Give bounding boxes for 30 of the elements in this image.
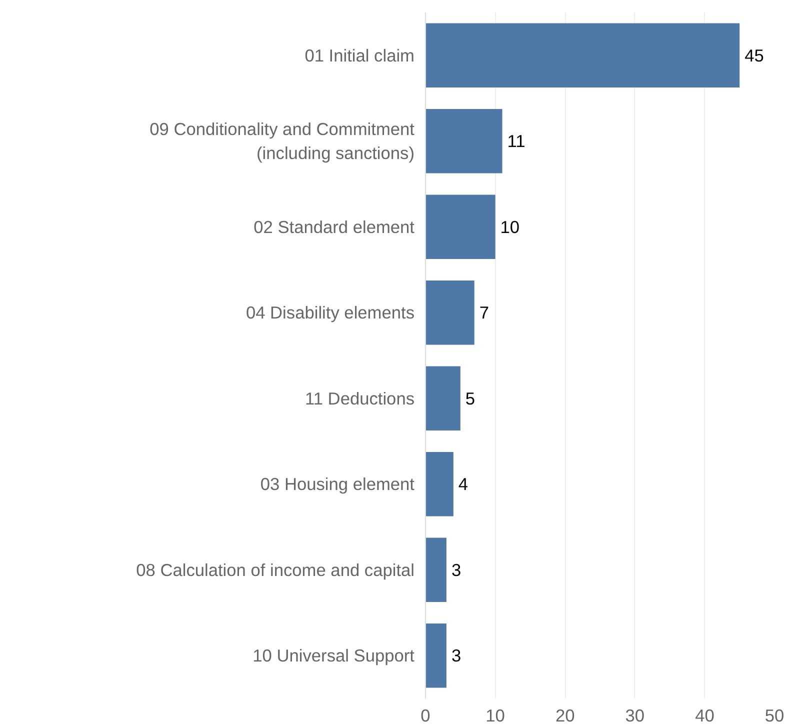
y-tick-label: 09 Conditionality and Commitment (including sanctions) (150, 119, 415, 164)
data-label: 3 (451, 560, 462, 580)
data-label: 4 (458, 474, 468, 494)
y-tick-label: 11 Deductions (305, 388, 415, 408)
y-tick-label: 10 Universal Support (252, 646, 415, 666)
bar (426, 108, 502, 174)
x-tick-label: 0 (420, 706, 430, 726)
data-label: 3 (451, 646, 462, 666)
data-label: 45 (744, 45, 764, 66)
bar (426, 366, 460, 431)
y-tick-label: 03 Housing element (260, 474, 415, 494)
bar (426, 280, 474, 345)
bar (426, 538, 446, 602)
data-label: 5 (465, 388, 476, 408)
y-tick-label: 02 Standard element (254, 216, 415, 237)
bar (426, 623, 446, 688)
x-tick-label: 20 (555, 706, 575, 726)
data-label: 7 (479, 302, 489, 323)
data-label: 10 (500, 216, 520, 237)
y-tick-label: 01 Initial claim (304, 45, 415, 66)
bar (426, 452, 454, 516)
bar (426, 23, 740, 88)
x-tick-label: 30 (625, 706, 645, 726)
x-tick-label: 50 (764, 706, 784, 726)
data-label: 11 (507, 131, 526, 152)
y-tick-label: 08 Calculation of income and capital (136, 560, 415, 580)
x-tick-label: 10 (486, 706, 505, 726)
bar (426, 194, 496, 260)
y-tick-label: 04 Disability elements (246, 302, 415, 323)
x-tick-label: 40 (695, 706, 714, 726)
